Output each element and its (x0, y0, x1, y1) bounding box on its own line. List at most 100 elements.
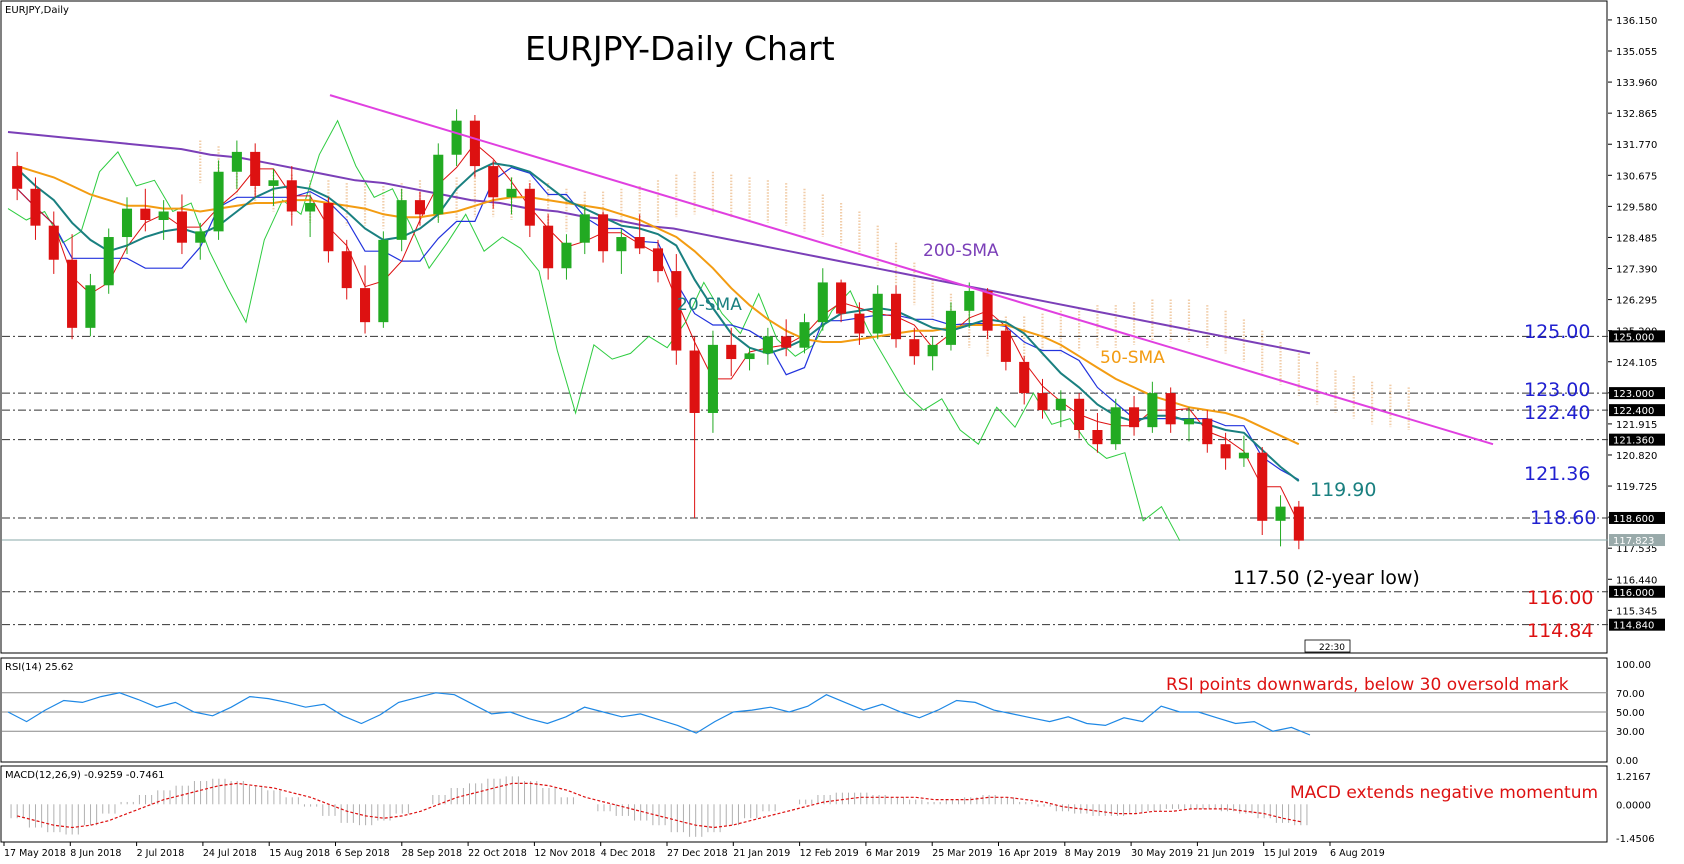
candle-body (524, 188, 535, 226)
candle-body (744, 353, 755, 360)
level-tag-box (1609, 404, 1665, 417)
level-tag-label: 118.600 (1613, 514, 1654, 525)
time-tick-label: 28 Sep 2018 (402, 848, 462, 859)
candle-body (909, 339, 920, 357)
candle-body (1074, 398, 1085, 430)
candle-body (1165, 393, 1176, 425)
level-tag-label: 114.840 (1613, 621, 1654, 632)
candle-body (598, 214, 609, 252)
candle-body (616, 237, 627, 252)
candle-body (890, 293, 902, 340)
candle-body (854, 313, 865, 334)
candle-body (158, 211, 169, 220)
rsi-line (7, 692, 1311, 736)
trendline (329, 94, 1494, 446)
macd-annotation: MACD extends negative momentum (1290, 783, 1598, 803)
time-tick-label: 12 Nov 2018 (534, 848, 595, 859)
time-tick-label: 8 Jun 2018 (70, 848, 121, 859)
price-tick-label: 117.535 (1616, 544, 1657, 555)
sma20-label: 20-SMA (677, 295, 742, 315)
price-tick-label: 130.675 (1616, 171, 1657, 182)
level-tag-label: 121.360 (1613, 436, 1654, 447)
candle-body (231, 151, 242, 172)
candle-body (1092, 430, 1103, 445)
chart-title: EURJPY-Daily Chart (525, 29, 835, 68)
price-tick-label: 135.055 (1616, 47, 1657, 58)
rsi-tick-label: 0.00 (1616, 756, 1638, 767)
time-tick-label: 2 Jul 2018 (137, 848, 185, 859)
price-tick-label: 116.440 (1616, 575, 1657, 586)
level-tag-label: 117.823 (1613, 536, 1654, 547)
time-tick-label: 15 Aug 2018 (269, 848, 330, 859)
candle-body (1147, 393, 1158, 428)
candle-body (1220, 444, 1231, 459)
candle-body (927, 344, 938, 357)
candle-body (945, 310, 956, 345)
level-tag-label: 125.000 (1613, 332, 1654, 343)
time-tick-label: 25 Mar 2019 (932, 848, 992, 859)
time-tick-label: 6 Sep 2018 (336, 848, 390, 859)
rsi-tick-label: 70.00 (1616, 689, 1645, 700)
candle-body (726, 344, 737, 360)
price-axis: 136.150 135.055 133.960 132.865 131.770 130.6… (1608, 16, 1657, 617)
level-1186-label: 118.60 (1530, 507, 1596, 529)
candle-body (305, 202, 316, 212)
time-tick-label: 17 May 2018 (4, 848, 66, 859)
candle-body (817, 282, 828, 323)
sma20-line (16, 162, 1300, 482)
macd-panel-frame (0, 765, 1608, 843)
price-tick-label: 115.345 (1616, 606, 1657, 617)
candle-body (176, 211, 187, 243)
candle-body (103, 237, 114, 286)
candle-body (543, 225, 554, 269)
candle-body (1037, 393, 1048, 411)
price-tick-label: 121.915 (1616, 420, 1657, 431)
candle-body (1257, 452, 1268, 521)
trendline-group (329, 94, 1494, 446)
level-tag-label: 123.000 (1613, 389, 1654, 400)
sma200-line (7, 131, 1311, 355)
low-label: 117.50 (2-year low) (1233, 567, 1420, 589)
candle-body (1055, 398, 1066, 411)
candle-body (213, 171, 224, 232)
time-box-frame (1304, 639, 1351, 653)
price-tick-label: 132.865 (1616, 109, 1657, 120)
candle-body (762, 336, 773, 354)
price-tick-label: 126.295 (1616, 296, 1657, 307)
time-tick-label: 22 Oct 2018 (468, 848, 527, 859)
candle-body (707, 344, 718, 413)
time-tick-label: 12 Feb 2019 (800, 848, 859, 859)
level-tag-box (1609, 330, 1665, 343)
candle-body (378, 239, 389, 323)
price-level-tags: 125.000 123.000 122.400 121.360 118.600 117.8… (1609, 330, 1665, 632)
level-tag-box (1609, 534, 1665, 547)
level-tag-box (1609, 387, 1665, 400)
macd-tick-label: 0.0000 (1616, 800, 1651, 811)
level-tag-box (1609, 618, 1665, 631)
rsi-panel: 100.00 70.00 50.00 30.00 0.00 (2, 660, 1651, 767)
level-116-label: 116.00 (1527, 587, 1593, 609)
time-tick-label: 4 Dec 2018 (601, 848, 656, 859)
sma50-label: 50-SMA (1100, 348, 1165, 368)
candle-body (1293, 506, 1304, 541)
symbol-label: EURJPY,Daily (5, 5, 69, 16)
sma50-line (16, 165, 1300, 446)
time-tick-label: 6 Mar 2019 (866, 848, 920, 859)
candle-body (1275, 506, 1286, 521)
price-tick-label: 128.485 (1616, 233, 1657, 244)
candle-body (781, 336, 792, 348)
level-125-label: 125.00 (1524, 321, 1590, 343)
candle-body (341, 251, 352, 289)
price-tick-label: 129.580 (1616, 202, 1657, 213)
candle-body (652, 248, 664, 272)
level-12136-label: 121.36 (1524, 463, 1590, 485)
candles (12, 109, 1304, 550)
level-tag-box (1609, 433, 1665, 446)
candle-body (1183, 418, 1195, 425)
candle-body (964, 290, 975, 311)
candle-body (12, 166, 23, 189)
candle-body (671, 271, 682, 351)
candle-body (1202, 418, 1213, 445)
time-box: 22:30 (1319, 643, 1345, 653)
